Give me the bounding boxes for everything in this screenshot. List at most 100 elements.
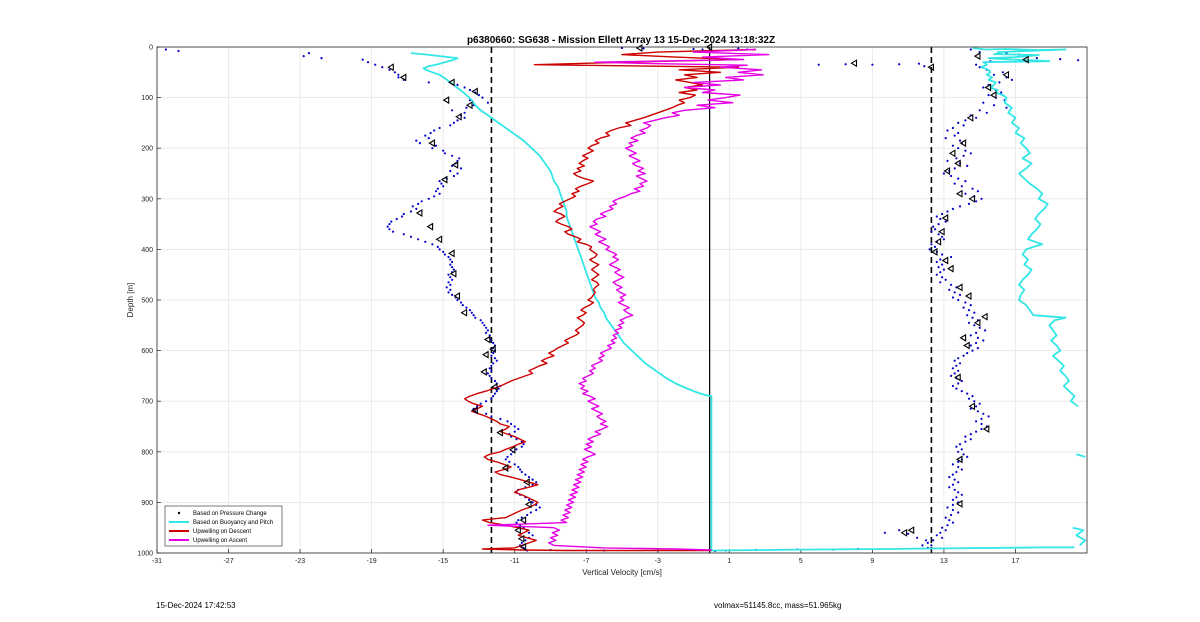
pressure-point [488, 374, 491, 377]
pressure-point [973, 400, 976, 403]
pressure-point [921, 544, 924, 547]
pressure-point [1010, 78, 1014, 81]
pressure-point [955, 387, 958, 390]
pressure-point [481, 321, 484, 324]
legend-entry: Upwelling on Ascent [193, 538, 247, 544]
footer-volmax-mass: volmax=51145.8cc, mass=51.965kg [714, 601, 842, 610]
triangle-marker [490, 383, 498, 391]
plot-area: -31 -27 -23 -19 -15 -11 -7 -3 1 5 9 13 1701002003004… [126, 43, 1088, 577]
pressure-point [960, 493, 963, 496]
pressure-point [411, 205, 414, 208]
pressure-point [527, 498, 531, 501]
pressure-point [490, 377, 493, 380]
pressure-point [177, 49, 180, 53]
pressure-point [941, 263, 944, 266]
pressure-point [474, 316, 477, 319]
pressure-point [366, 61, 370, 64]
pressure-point [971, 316, 974, 319]
pressure-point [930, 230, 933, 233]
triangle-marker [964, 292, 972, 300]
pressure-point [844, 63, 847, 66]
pressure-point [445, 286, 448, 289]
pressure-point [397, 76, 400, 79]
pressure-point [964, 440, 967, 443]
pressure-point [449, 288, 452, 291]
triangle-marker [973, 52, 981, 61]
pressure-point [962, 453, 965, 456]
pressure-point [449, 276, 452, 279]
pressure-point [447, 281, 450, 284]
pressure-point [486, 372, 489, 375]
pressure-point [957, 357, 960, 360]
pressure-point [302, 55, 305, 58]
pressure-point [456, 298, 459, 302]
pressure-point [517, 465, 520, 469]
pressure-point [415, 207, 418, 210]
pressure-point [982, 412, 985, 415]
pressure-point [951, 144, 955, 147]
pressure-point [463, 86, 466, 89]
pressure-point [522, 443, 525, 446]
pressure-point [490, 354, 493, 357]
pressure-point [978, 402, 981, 405]
pressure-point [438, 192, 441, 195]
pressure-point [950, 513, 953, 517]
triangle-marker [471, 87, 478, 96]
pressure-point [939, 531, 942, 534]
x-tick-label: -7 [583, 558, 589, 565]
pressure-point [953, 167, 956, 170]
pressure-point [946, 159, 949, 162]
pressure-point [975, 341, 978, 345]
pressure-point [955, 496, 958, 499]
triangle-marker [514, 526, 521, 535]
pressure-point [506, 420, 509, 423]
pressure-point [982, 101, 985, 104]
series-line [463, 48, 757, 552]
pressure-point [933, 228, 937, 231]
pressure-point [442, 185, 445, 188]
triangle-marker [982, 425, 990, 433]
pressure-point [937, 266, 940, 269]
pressure-point [980, 197, 983, 200]
y-tick-label: 800 [141, 449, 153, 456]
pressure-point [953, 291, 956, 294]
pressure-point [964, 180, 967, 183]
pressure-point [388, 228, 391, 231]
pressure-point [969, 433, 972, 436]
legend-entry: Based on Buoyancy and Pitch [193, 520, 273, 526]
pressure-point [535, 508, 538, 512]
pressure-point [307, 52, 311, 55]
pressure-point [451, 293, 454, 296]
triangle-marker [966, 113, 974, 122]
triangle-marker [508, 445, 516, 454]
pressure-point [438, 248, 441, 251]
pressure-point [452, 268, 455, 271]
triangle-marker [938, 227, 945, 236]
pressure-point [529, 511, 532, 514]
pressure-point [955, 364, 958, 367]
pressure-point [381, 66, 384, 69]
pressure-point [490, 415, 493, 418]
pressure-point [424, 240, 427, 243]
pressure-point [953, 488, 956, 491]
pressure-point [958, 443, 962, 446]
pressure-point [483, 324, 486, 327]
x-tick-label: -27 [223, 558, 233, 565]
pressure-point [955, 445, 958, 448]
pressure-point [951, 367, 955, 370]
pressure-point [966, 164, 969, 167]
pressure-point [433, 195, 436, 198]
x-tick-label: -11 [510, 558, 520, 565]
pressure-point [458, 157, 461, 160]
y-tick-label: 700 [141, 399, 153, 406]
pressure-point [939, 281, 942, 284]
pressure-point [485, 331, 488, 334]
pressure-point [493, 379, 497, 383]
pressure-point [515, 448, 518, 451]
pressure-point [479, 402, 482, 405]
pressure-point [950, 374, 953, 377]
pressure-point [969, 344, 972, 347]
pressure-point [976, 190, 980, 193]
pressure-point [449, 124, 452, 127]
